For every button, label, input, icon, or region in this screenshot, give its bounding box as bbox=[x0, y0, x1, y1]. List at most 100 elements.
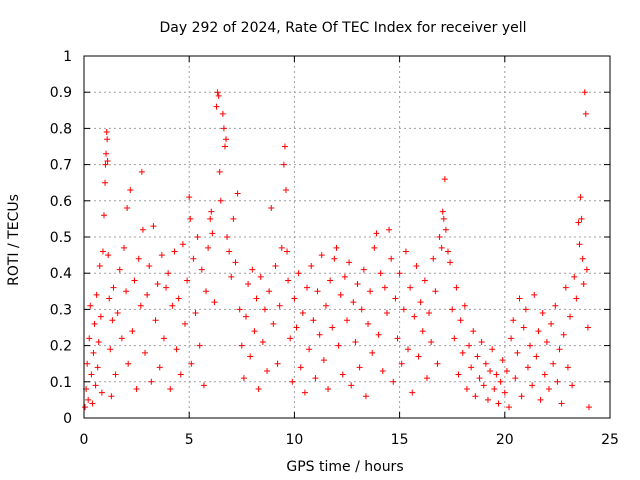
x-tick-label: 25 bbox=[601, 432, 619, 448]
data-point bbox=[209, 230, 216, 237]
data-point bbox=[116, 266, 123, 273]
data-point bbox=[230, 215, 237, 222]
data-point bbox=[192, 310, 199, 317]
data-point bbox=[97, 313, 104, 320]
data-point bbox=[478, 338, 485, 345]
data-point bbox=[245, 281, 252, 288]
data-point bbox=[350, 299, 357, 306]
y-tick-label: 0.4 bbox=[50, 266, 72, 282]
data-point bbox=[581, 89, 588, 96]
data-point bbox=[390, 378, 397, 385]
data-point bbox=[146, 262, 153, 269]
data-point bbox=[398, 360, 405, 367]
data-point bbox=[327, 277, 334, 284]
data-point bbox=[580, 281, 587, 288]
data-point bbox=[179, 241, 186, 248]
data-point bbox=[131, 277, 138, 284]
data-point bbox=[417, 299, 424, 306]
data-point bbox=[545, 386, 552, 393]
data-point bbox=[165, 270, 172, 277]
data-point bbox=[386, 226, 393, 233]
data-point bbox=[413, 262, 420, 269]
data-point bbox=[524, 364, 531, 371]
data-point bbox=[441, 176, 448, 183]
data-point bbox=[297, 364, 304, 371]
data-point bbox=[373, 230, 380, 237]
data-point bbox=[238, 342, 245, 349]
data-point bbox=[88, 371, 95, 378]
data-point bbox=[293, 324, 300, 331]
data-point bbox=[114, 310, 121, 317]
data-point bbox=[325, 386, 332, 393]
data-point bbox=[203, 288, 210, 295]
data-point bbox=[99, 248, 106, 255]
data-point bbox=[217, 197, 224, 204]
data-point bbox=[194, 234, 201, 240]
data-point bbox=[102, 179, 109, 186]
data-point bbox=[480, 382, 487, 389]
data-point bbox=[495, 400, 502, 407]
data-point bbox=[125, 360, 132, 367]
y-tick-label: 0.1 bbox=[50, 375, 72, 391]
data-point bbox=[472, 393, 479, 400]
data-point bbox=[497, 378, 504, 385]
data-point bbox=[562, 284, 569, 291]
data-point bbox=[104, 136, 111, 143]
data-point bbox=[508, 335, 515, 342]
data-point bbox=[108, 393, 115, 400]
data-point bbox=[444, 248, 451, 255]
data-point bbox=[575, 219, 582, 226]
data-point bbox=[554, 378, 561, 385]
data-point bbox=[255, 386, 262, 393]
data-point bbox=[482, 360, 489, 367]
data-point bbox=[251, 328, 258, 335]
data-point bbox=[371, 244, 378, 251]
data-point bbox=[90, 349, 97, 356]
data-point bbox=[447, 259, 454, 266]
data-point bbox=[243, 313, 250, 320]
data-point bbox=[329, 324, 336, 331]
data-point bbox=[451, 335, 458, 342]
data-point bbox=[214, 89, 221, 96]
data-point bbox=[419, 328, 426, 335]
data-point bbox=[110, 284, 117, 291]
data-point bbox=[533, 353, 540, 360]
data-point bbox=[103, 129, 110, 136]
data-point bbox=[102, 161, 109, 168]
data-point bbox=[459, 349, 466, 356]
data-point bbox=[539, 310, 546, 317]
tick-marks bbox=[83, 55, 611, 419]
data-point bbox=[584, 324, 591, 331]
data-point bbox=[138, 168, 145, 175]
data-point bbox=[82, 404, 89, 411]
data-point bbox=[531, 291, 538, 298]
chart-title: Day 292 of 2024, Rate Of TEC Index for r… bbox=[159, 20, 526, 36]
data-point bbox=[487, 367, 494, 374]
data-point bbox=[411, 313, 418, 320]
data-point bbox=[280, 161, 287, 168]
data-point bbox=[421, 277, 428, 284]
data-point bbox=[428, 338, 435, 345]
data-point bbox=[142, 349, 149, 356]
x-tick-label: 10 bbox=[285, 432, 303, 448]
data-point bbox=[109, 317, 116, 324]
x-tick-labels: 0 5 10 15 20 25 bbox=[80, 432, 619, 448]
data-point bbox=[312, 375, 319, 382]
data-point bbox=[104, 157, 111, 164]
data-point bbox=[535, 328, 542, 335]
y-tick-labels: 0 0.1 0.2 0.3 0.4 0.5 0.6 0.7 0.8 0.9 1 bbox=[50, 49, 72, 427]
data-point bbox=[552, 302, 559, 309]
data-point bbox=[310, 317, 317, 324]
data-point bbox=[216, 168, 223, 175]
data-point bbox=[272, 262, 279, 269]
x-tick-label: 15 bbox=[391, 432, 409, 448]
data-point bbox=[335, 342, 342, 349]
data-point bbox=[402, 248, 409, 255]
data-point bbox=[304, 284, 311, 291]
data-point bbox=[518, 393, 525, 400]
data-point bbox=[234, 190, 241, 197]
data-point bbox=[470, 328, 477, 335]
y-tick-label: 0.9 bbox=[50, 85, 72, 101]
data-point bbox=[224, 234, 231, 240]
